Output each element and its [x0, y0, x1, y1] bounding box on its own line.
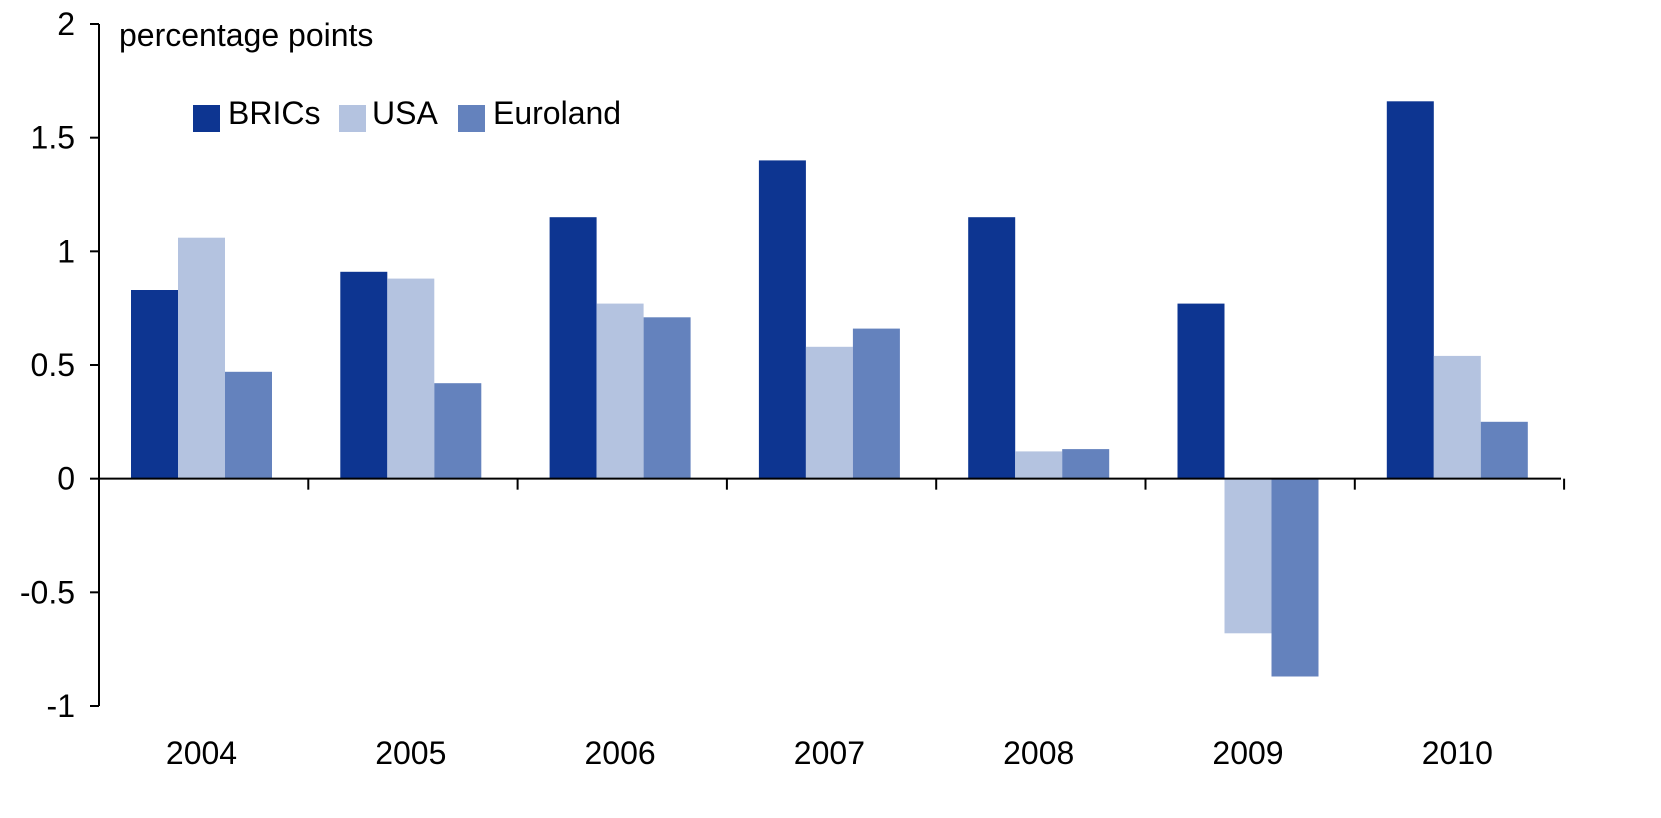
- x-tick-label-2010: 2010: [1422, 735, 1493, 771]
- y-tick-label: -1: [47, 688, 75, 724]
- bar-brics-2007: [758, 160, 806, 479]
- bar-euroland-2007: [852, 328, 900, 479]
- y-tick-label: 2: [57, 6, 75, 42]
- bar-euroland-2006: [643, 317, 691, 479]
- bar-brics-2009: [1177, 303, 1225, 479]
- bar-euroland-2005: [434, 383, 482, 479]
- bar-brics-2008: [968, 217, 1016, 479]
- bar-usa-2006: [596, 303, 644, 479]
- legend-label-euroland: Euroland: [493, 95, 621, 131]
- bar-brics-2006: [549, 217, 597, 479]
- bar-usa-2005: [387, 278, 435, 479]
- legend-swatch-euroland: [458, 105, 485, 132]
- y-axis-unit-label: percentage points: [119, 17, 373, 53]
- bar-brics-2004: [131, 290, 178, 479]
- bar-usa-2008: [1015, 451, 1063, 479]
- tick-labels: 2 1.5 1 0.5 0 -0.5 -1 2004 2005 2006 2007 2008 2009 2…: [20, 6, 1493, 771]
- bar-brics-2010: [1386, 101, 1434, 479]
- x-tick-label-2009: 2009: [1212, 735, 1283, 771]
- legend-swatch-brics: [193, 105, 220, 132]
- legend: BRICs USA Euroland: [193, 95, 621, 132]
- legend-label-brics: BRICs: [228, 95, 320, 131]
- bar-usa-2010: [1433, 355, 1481, 479]
- bar-usa-2007: [805, 346, 853, 479]
- bar-euroland-2009: [1271, 478, 1319, 677]
- x-tick-label-2008: 2008: [1003, 735, 1074, 771]
- x-tick-label-2007: 2007: [794, 735, 865, 771]
- bar-euroland-2010: [1480, 421, 1528, 479]
- bar-usa-2004: [178, 237, 225, 479]
- x-tick-label-2005: 2005: [375, 735, 446, 771]
- y-tick-label: 0: [57, 461, 75, 497]
- bars-layer: [131, 101, 1528, 677]
- y-tick-label: 0.5: [31, 347, 75, 383]
- bar-euroland-2008: [1062, 449, 1110, 479]
- bar-euroland-2004: [225, 371, 272, 479]
- y-tick-label: 1.5: [31, 120, 75, 156]
- bar-brics-2005: [340, 271, 388, 479]
- y-tick-label: -0.5: [20, 574, 75, 610]
- bar-usa-2009: [1224, 478, 1272, 634]
- y-tick-label: 1: [57, 233, 75, 269]
- axes-layer: [90, 23, 1566, 707]
- x-tick-label-2004: 2004: [166, 735, 237, 771]
- legend-label-usa: USA: [372, 95, 438, 131]
- x-tick-label-2006: 2006: [585, 735, 656, 771]
- legend-swatch-usa: [339, 105, 366, 132]
